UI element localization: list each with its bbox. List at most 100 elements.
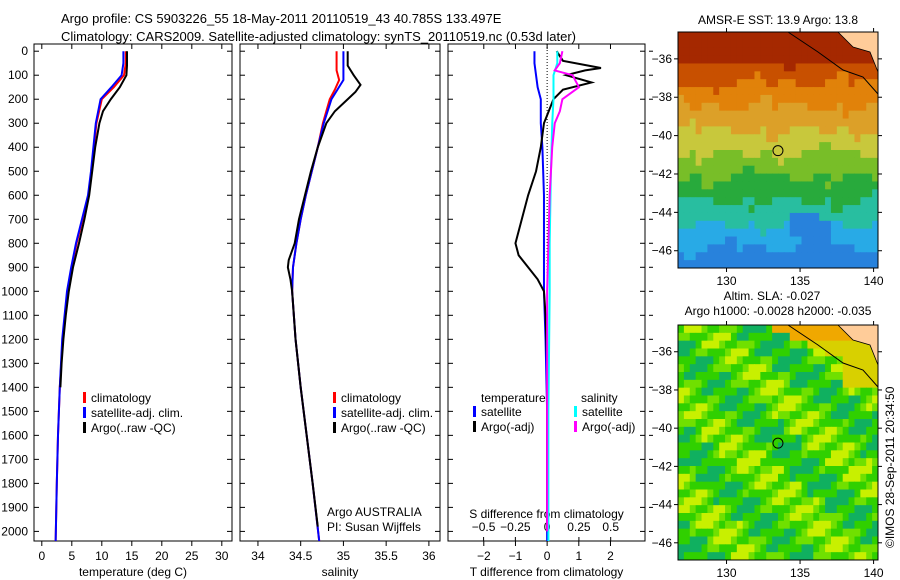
map-cell [754, 536, 761, 545]
map-cell [678, 426, 685, 436]
map-cell [760, 442, 767, 451]
map-cell [872, 356, 879, 365]
map-cell [707, 356, 714, 365]
map-cell [854, 102, 861, 112]
map-cell [713, 236, 720, 245]
lat-tick-label: −38 [652, 90, 673, 104]
map-cell [683, 544, 691, 553]
map-cell [830, 118, 838, 127]
map-cell [795, 340, 803, 349]
map-cell [866, 513, 873, 522]
map-cell [701, 356, 708, 365]
map-cell [742, 544, 750, 553]
map-cell [872, 260, 879, 269]
map-cell [830, 348, 838, 357]
map-cell [783, 426, 791, 436]
map-cell [701, 348, 708, 357]
map-cell [683, 32, 691, 41]
map-cell [842, 47, 850, 57]
map-cell [730, 236, 738, 245]
map-cell [848, 63, 855, 72]
map-cell [772, 126, 779, 135]
map-cell [819, 220, 826, 230]
map-cell [742, 513, 750, 522]
map-cell [813, 79, 820, 88]
map-cell [830, 244, 838, 253]
map-cell [772, 32, 779, 41]
map-cell [766, 466, 773, 475]
map-cell [748, 356, 755, 365]
map-cell [860, 102, 867, 112]
map-cell [713, 419, 720, 428]
map-cell [683, 325, 691, 334]
map-cell [825, 39, 832, 49]
map-cell [778, 220, 785, 230]
map-cell [830, 450, 838, 459]
map-cell [860, 228, 867, 238]
map-cell [766, 489, 773, 498]
map-cell [736, 102, 744, 112]
map-cell [825, 110, 832, 120]
map-cell [754, 528, 761, 537]
map-cell [783, 387, 791, 396]
map-cell [783, 489, 791, 498]
map-cell [825, 32, 832, 41]
map-cell [689, 348, 697, 357]
map-cell [854, 110, 861, 120]
map-cell [872, 552, 879, 561]
map-cell [848, 150, 855, 159]
map-cell [825, 260, 832, 269]
map-cell [754, 55, 761, 64]
map-cell [783, 94, 791, 104]
map-cell [772, 173, 779, 182]
map-cell [766, 197, 773, 206]
map-cell [695, 39, 703, 49]
map-cell [778, 260, 785, 269]
map-cell [772, 197, 779, 206]
map-cell [860, 181, 867, 190]
map-cell [754, 372, 761, 381]
map-cell [678, 181, 685, 190]
map-cell [860, 364, 867, 373]
map-cell [795, 142, 803, 151]
map-cell [795, 244, 803, 253]
map-cell [842, 260, 850, 269]
map-cell [701, 32, 708, 41]
map-cell [819, 87, 826, 96]
map-cell [872, 364, 879, 373]
map-cell [807, 528, 814, 537]
map-cell [678, 205, 685, 214]
map-cell [819, 450, 826, 459]
map-cell [683, 157, 691, 167]
map-cell [789, 434, 797, 443]
map-cell [695, 173, 703, 182]
map-cell [819, 157, 826, 167]
map-cell [742, 434, 750, 443]
map-cell [783, 364, 791, 373]
map-cell [748, 513, 755, 522]
map-cell [789, 379, 797, 389]
map-cell [683, 236, 691, 245]
temp-xtick-label: 25 [185, 549, 199, 563]
map-cell [760, 348, 767, 357]
map-cell [701, 403, 708, 412]
map-cell [872, 94, 879, 104]
map-cell [778, 325, 785, 334]
map-cell [707, 165, 714, 175]
map-cell [701, 205, 708, 214]
temp-xtick-label: 5 [68, 549, 75, 563]
map-cell [766, 236, 773, 245]
map-cell [860, 520, 867, 530]
map-cell [719, 466, 726, 475]
depth-tick-label: 600 [8, 188, 28, 202]
map-cell [719, 513, 726, 522]
map-cell [783, 356, 791, 365]
map-cell [825, 426, 832, 436]
map-cell [725, 419, 732, 428]
map-cell [754, 142, 761, 151]
map-cell [689, 205, 697, 214]
map-cell [707, 32, 714, 41]
map-cell [742, 236, 750, 245]
map-cell [701, 220, 708, 230]
map-cell [748, 450, 755, 459]
